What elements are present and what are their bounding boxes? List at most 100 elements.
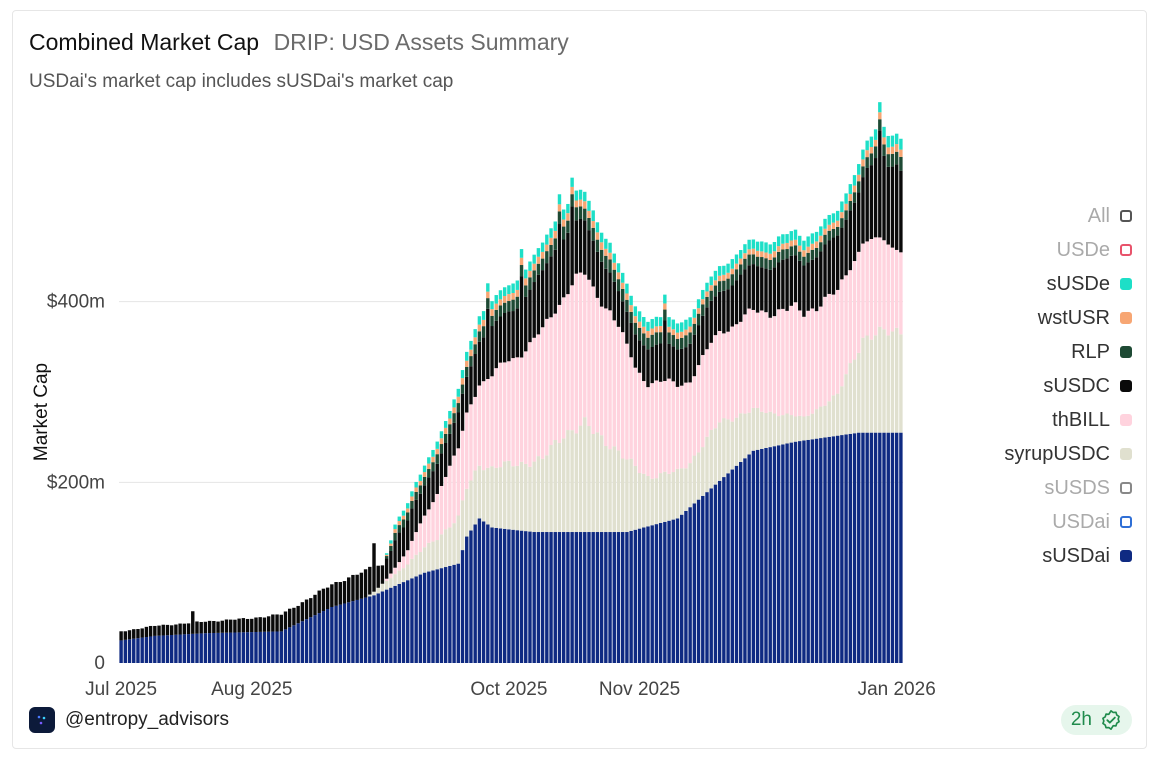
bar-segment-susdc (515, 308, 520, 358)
bar-segment-susde (650, 319, 654, 329)
bar-segment-rlp (477, 331, 482, 342)
bar-segment-susdc (692, 334, 697, 377)
bar-day-24 (220, 620, 224, 663)
bar-segment-thbill (692, 376, 697, 456)
bar-segment-wstusr (591, 221, 595, 228)
bar-segment-syrupusdc (680, 468, 684, 515)
bar-segment-susdc (743, 269, 747, 315)
bar-segment-susde (473, 329, 477, 338)
bar-segment-syrupusdc (730, 421, 734, 470)
bar-segment-rlp (494, 309, 498, 321)
bar-segment-susdc (878, 130, 882, 238)
bar-day-150 (751, 239, 756, 663)
bar-day-149 (747, 239, 751, 663)
bar-day-142 (717, 266, 722, 663)
legend-item-rlp[interactable]: RLP (1004, 335, 1132, 369)
bar-segment-susdai (456, 563, 461, 663)
bar-segment-susdc (810, 259, 815, 309)
legend-item-susdc[interactable]: sUSDC (1004, 369, 1132, 403)
bar-segment-syrupusdc (515, 465, 520, 531)
bar-day-21 (207, 620, 212, 663)
bar-day-0 (119, 631, 123, 663)
bar-day-78 (448, 410, 452, 663)
legend-item-syrupusdc[interactable]: syrupUSDC (1004, 437, 1132, 471)
bar-day-148 (743, 244, 747, 663)
bar-segment-susdc (140, 628, 144, 638)
author-handle[interactable]: @entropy_advisors (65, 709, 229, 730)
bar-segment-susdai (266, 631, 271, 663)
bar-segment-susdai (330, 606, 334, 663)
bar-segment-susde (477, 316, 482, 325)
bar-segment-wstusr (680, 331, 684, 338)
bar-segment-wstusr (701, 299, 705, 305)
legend-swatch-icon (1120, 516, 1132, 528)
bar-segment-susdai (123, 639, 128, 663)
bar-segment-susdai (148, 636, 153, 663)
bar-segment-thbill (852, 261, 857, 360)
legend-item-usde[interactable]: USDe (1004, 233, 1132, 267)
bar-day-83 (469, 340, 473, 663)
bar-segment-rlp (401, 519, 406, 528)
bar-segment-susde (465, 351, 469, 361)
legend-item-susde[interactable]: sUSDe (1004, 267, 1132, 301)
bar-day-45 (309, 598, 313, 663)
bar-segment-syrupusdc (894, 327, 899, 433)
bar-segment-wstusr (389, 543, 393, 546)
bar-segment-wstusr (789, 240, 794, 247)
bar-segment-syrupusdc (578, 425, 583, 533)
bar-segment-syrupusdc (608, 449, 612, 533)
bar-segment-susdai (848, 433, 853, 663)
bar-day-101 (545, 234, 549, 663)
bar-day-10 (161, 624, 165, 663)
bars-layer (119, 102, 903, 663)
bar-segment-susdai (372, 595, 376, 663)
bar-segment-rlp (570, 194, 574, 207)
bar-segment-rlp (574, 207, 579, 221)
bar-segment-syrupusdc (435, 540, 439, 570)
legend-item-susdai[interactable]: sUSDai (1004, 539, 1132, 573)
bar-segment-susde (899, 138, 903, 150)
bar-day-173 (848, 184, 853, 663)
bar-segment-susdai (684, 510, 688, 663)
bar-segment-wstusr (840, 212, 844, 219)
bar-segment-susde (570, 177, 574, 187)
bar-day-44 (304, 599, 309, 663)
bar-segment-wstusr (519, 257, 524, 266)
freshness-badge[interactable]: 2h (1060, 705, 1132, 735)
bar-day-177 (865, 140, 869, 663)
bar-segment-thbill (486, 378, 490, 468)
bar-segment-susdc (570, 206, 574, 286)
bar-segment-thbill (642, 381, 646, 474)
bar-segment-susdai (612, 532, 616, 663)
bar-day-95 (519, 249, 524, 663)
legend-item-susds[interactable]: sUSDS (1004, 471, 1132, 505)
bar-segment-susdc (684, 347, 688, 383)
legend-swatch-icon (1120, 482, 1132, 494)
bar-segment-wstusr (452, 407, 456, 414)
bar-segment-thbill (764, 312, 768, 413)
bar-segment-syrupusdc (410, 558, 414, 579)
bar-segment-susde (848, 184, 853, 195)
dashboard-link[interactable]: DRIP: USD Assets Summary (273, 29, 569, 55)
legend-item-thbill[interactable]: thBILL (1004, 403, 1132, 437)
bar-segment-susde (688, 317, 692, 327)
bar-segment-syrupusdc (465, 488, 469, 537)
bar-segment-susdai (667, 520, 671, 663)
bar-day-110 (583, 191, 587, 663)
bar-segment-susdai (857, 432, 861, 663)
bar-segment-thbill (477, 385, 482, 466)
legend-item-usdai[interactable]: USDai (1004, 505, 1132, 539)
bar-segment-thbill (427, 509, 431, 543)
bar-segment-susde (625, 283, 629, 294)
legend-item-wstusr[interactable]: wstUSR (1004, 301, 1132, 335)
legend-item-all[interactable]: All (1004, 199, 1132, 233)
bar-segment-syrupusdc (671, 472, 675, 520)
bar-day-6 (144, 626, 149, 663)
legend-swatch-icon (1120, 244, 1132, 256)
bar-segment-wstusr (498, 299, 503, 306)
bar-segment-wstusr (802, 250, 806, 257)
bar-segment-wstusr (873, 139, 878, 147)
bar-day-181 (882, 126, 886, 663)
bar-segment-thbill (524, 351, 528, 464)
bar-day-100 (540, 242, 545, 663)
